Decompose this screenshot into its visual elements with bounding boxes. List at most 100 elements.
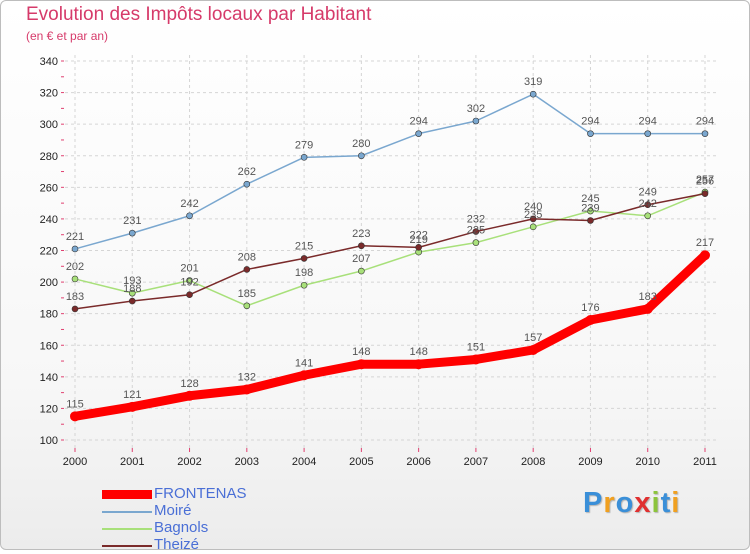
data-point xyxy=(128,229,136,237)
x-tick-label: 2004 xyxy=(292,456,316,468)
data-label: 198 xyxy=(295,267,313,279)
data-point xyxy=(587,130,594,137)
legend-label: Moiré xyxy=(154,502,192,519)
data-point xyxy=(470,354,481,365)
data-label: 262 xyxy=(238,166,256,178)
x-tick-label: 2009 xyxy=(578,456,602,468)
data-label: 157 xyxy=(524,332,542,344)
y-tick-label: 120 xyxy=(40,403,58,415)
data-label: 257 xyxy=(696,174,714,186)
series-line-frontenas xyxy=(70,250,710,421)
data-label: 193 xyxy=(123,275,141,287)
data-point xyxy=(70,411,80,422)
grid xyxy=(65,55,717,448)
data-label: 225 xyxy=(467,225,485,237)
legend-swatch xyxy=(102,510,152,513)
x-tick-label: 2010 xyxy=(635,456,659,468)
data-point xyxy=(299,370,310,381)
data-label: 219 xyxy=(409,234,427,246)
data-label: 302 xyxy=(467,103,485,115)
data-point xyxy=(243,180,251,188)
data-point xyxy=(701,130,709,137)
x-tick-label: 2001 xyxy=(120,456,144,468)
data-label: 151 xyxy=(467,341,485,353)
data-point xyxy=(300,255,308,262)
data-label: 148 xyxy=(352,346,370,358)
data-label: 217 xyxy=(696,237,714,249)
data-label: 235 xyxy=(524,209,542,221)
data-point xyxy=(186,212,193,220)
data-label: 221 xyxy=(66,231,84,243)
data-point xyxy=(127,401,138,412)
x-tick-label: 2011 xyxy=(693,456,717,468)
data-point xyxy=(358,267,365,275)
data-label: 245 xyxy=(581,193,599,205)
legend-label: Theizé xyxy=(154,536,200,553)
data-label: 222 xyxy=(409,229,427,241)
y-tick-label: 160 xyxy=(40,340,58,352)
data-point xyxy=(184,390,195,401)
legend-swatch xyxy=(102,544,152,547)
data-label: 249 xyxy=(639,187,657,199)
data-point xyxy=(356,359,367,370)
legend-label: Bagnols xyxy=(154,519,209,536)
data-label: 223 xyxy=(352,228,370,240)
data-point xyxy=(700,250,710,261)
data-label: 176 xyxy=(581,302,599,314)
x-tick-label: 2002 xyxy=(177,456,201,468)
data-point xyxy=(529,90,537,98)
legend-swatch xyxy=(102,527,152,530)
data-label: 183 xyxy=(639,291,657,303)
data-point xyxy=(186,291,193,299)
series-line-bagnols xyxy=(74,191,706,307)
data-label: 294 xyxy=(696,116,714,128)
data-point xyxy=(243,266,251,273)
series-line-theizé xyxy=(74,192,706,310)
data-label: 294 xyxy=(581,116,599,128)
y-tick-label: 340 xyxy=(40,56,58,68)
y-tick-label: 140 xyxy=(40,372,58,384)
data-label: 183 xyxy=(66,291,84,303)
data-label: 239 xyxy=(581,202,599,214)
legend-swatch xyxy=(102,490,152,499)
data-point xyxy=(128,289,136,297)
data-label: 207 xyxy=(352,253,370,265)
brand-logo: Proxiti xyxy=(583,487,681,519)
x-tick-label: 2008 xyxy=(521,456,545,468)
data-point xyxy=(415,244,422,251)
data-point xyxy=(300,154,308,161)
data-point xyxy=(529,223,537,231)
y-tick-label: 180 xyxy=(40,309,58,321)
x-tick-label: 2005 xyxy=(349,456,373,468)
data-label: 132 xyxy=(238,371,256,383)
data-point xyxy=(71,245,79,253)
data-label: 280 xyxy=(352,138,370,150)
data-point xyxy=(644,201,652,209)
data-point xyxy=(413,359,424,370)
data-point xyxy=(585,314,596,325)
y-tick-label: 200 xyxy=(40,277,58,289)
data-label: 115 xyxy=(66,398,84,410)
data-label: 128 xyxy=(180,378,198,390)
data-point xyxy=(186,277,193,284)
x-tick-label: 2000 xyxy=(63,456,87,468)
series-layer xyxy=(70,90,710,422)
data-point xyxy=(300,281,308,289)
y-tick-label: 220 xyxy=(40,246,58,258)
data-label: 215 xyxy=(295,240,313,252)
data-label: 231 xyxy=(123,215,141,227)
data-label: 121 xyxy=(123,389,141,401)
data-label: 294 xyxy=(409,116,427,128)
data-point xyxy=(472,117,480,125)
y-tick-label: 280 xyxy=(40,151,58,163)
chart-title: Evolution des Impôts locaux par Habitant xyxy=(26,4,372,25)
data-label: 319 xyxy=(524,76,542,88)
data-label: 202 xyxy=(66,261,84,273)
data-point xyxy=(71,275,79,283)
data-label: 185 xyxy=(238,288,256,300)
y-tick-label: 240 xyxy=(40,214,58,226)
data-point xyxy=(472,239,480,246)
data-point xyxy=(587,207,594,215)
data-label: 279 xyxy=(295,139,313,151)
